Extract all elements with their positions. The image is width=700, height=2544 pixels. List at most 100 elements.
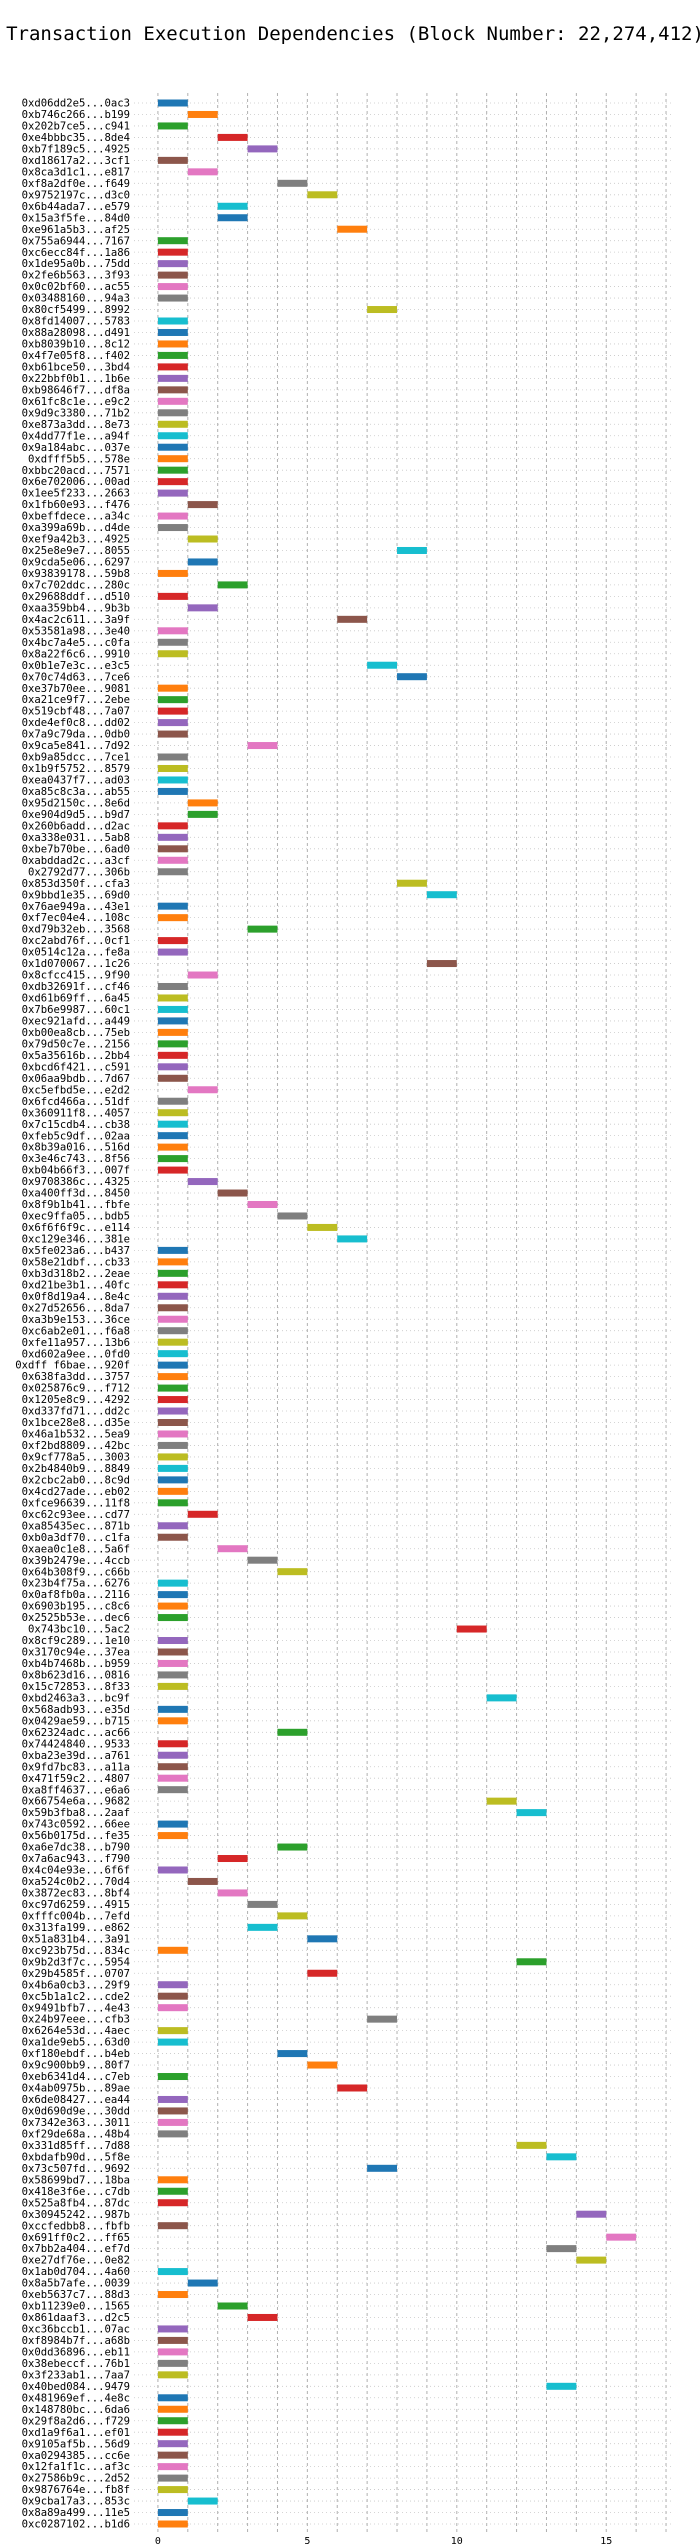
- transaction-bar: [247, 2313, 278, 2321]
- tx-hash-label: 0x12fa1f1c...af3c: [22, 2461, 130, 2473]
- transaction-bar: [187, 810, 218, 818]
- transaction-bar: [157, 2222, 188, 2230]
- tx-hash-label: 0x525a8fb4...87dc: [22, 2197, 130, 2209]
- transaction-bar: [157, 524, 188, 532]
- transaction-bar: [157, 2176, 188, 2184]
- tx-hash-label: 0xb00ea8cb...75eb: [22, 1027, 130, 1039]
- tx-hash-label: 0xc5efbd5e...e2d2: [22, 1084, 130, 1096]
- tx-hash-label: 0xa399a69b...d4de: [22, 522, 130, 534]
- tx-hash-label: 0x46a1b532...5ea9: [22, 1429, 130, 1441]
- tx-hash-label: 0x1fb60e93...f476: [22, 499, 130, 511]
- transaction-bar: [157, 1637, 188, 1645]
- tx-hash-label: 0xbdafb90d...5f8e: [22, 2151, 130, 2163]
- tx-hash-label: 0xd06dd2e5...0ac3: [22, 98, 130, 110]
- transaction-bar: [157, 2394, 188, 2402]
- transaction-bar: [157, 982, 188, 990]
- tx-hash-label: 0xc5b1a1c2...cde2: [22, 1991, 130, 2003]
- transaction-bar: [187, 799, 218, 807]
- x-axis-labels: 0 5 10 15: [155, 2536, 612, 2544]
- tx-hash-label: 0xeb5637c7...88d3: [22, 2289, 130, 2301]
- tx-hash-label: 0xba23e39d...a761: [22, 1750, 130, 1762]
- transaction-bar: [157, 1384, 188, 1392]
- transaction-bar: [157, 2118, 188, 2126]
- transaction-bar: [217, 214, 248, 222]
- tx-hash-label: 0x9752197c...d3c0: [22, 189, 130, 201]
- tx-hash-label: 0xf8984b7f...a68b: [22, 2335, 130, 2347]
- transaction-bar: [157, 650, 188, 658]
- tx-hash-label: 0x6e702006...00ad: [22, 476, 130, 488]
- tx-hash-label: 0x39b2479e...4ccb: [22, 1555, 130, 1567]
- transaction-bar: [307, 2061, 338, 2069]
- transaction-bar: [307, 191, 338, 199]
- transaction-bar: [187, 110, 218, 118]
- transaction-bar: [157, 122, 188, 130]
- transaction-bar: [157, 1671, 188, 1679]
- tx-hash-label: 0x15c72853...8f33: [22, 1681, 130, 1693]
- transaction-bar: [157, 833, 188, 841]
- tx-hash-label: 0x2b4840b9...8849: [22, 1463, 130, 1475]
- tx-hash-label: 0x5fe023a6...b437: [22, 1245, 130, 1257]
- transaction-bar: [157, 1074, 188, 1082]
- tx-hash-label: 0x691ff0c2...ff65: [22, 2232, 130, 2244]
- tx-hash-label: 0xa1de9eb5...63d0: [22, 2037, 130, 2049]
- transaction-bar: [157, 2130, 188, 2138]
- tx-hash-label: 0xfe11a957...13b6: [22, 1337, 130, 1349]
- tx-hash-label: 0xe961a5b3...af25: [22, 224, 130, 236]
- tx-hash-label: 0x4ac2c611...3a9f: [22, 614, 130, 626]
- tx-hash-label: 0x30945242...987b: [22, 2209, 130, 2221]
- tx-hash-label: 0xeb6341d4...c7eb: [22, 2071, 130, 2083]
- transaction-bar: [247, 1200, 278, 1208]
- tx-hash-label: 0x4ab0975b...89ae: [22, 2083, 130, 2095]
- tx-hash-label: 0xf7ec04e4...108c: [22, 912, 130, 924]
- tx-hash-label: 0x8fd14007...5783: [22, 316, 130, 328]
- tx-hash-label: 0x40bed084...9479: [22, 2381, 130, 2393]
- transaction-bar: [157, 1751, 188, 1759]
- tx-hash-label: 0x8cf9c289...1e10: [22, 1635, 130, 1647]
- transaction-bar: [157, 409, 188, 417]
- transaction-bar: [157, 1373, 188, 1381]
- tx-hash-label: 0x9bbd1e35...69d0: [22, 889, 130, 901]
- transaction-bar: [277, 2050, 308, 2058]
- transaction-bar: [157, 260, 188, 268]
- transaction-bar: [157, 1269, 188, 1277]
- transaction-bar: [157, 2520, 188, 2528]
- tx-hash-label: 0x7c702ddc...280c: [22, 580, 130, 592]
- transaction-bar: [157, 374, 188, 382]
- tx-hash-label: 0x8a5b7afe...0039: [22, 2278, 130, 2290]
- transaction-bar: [157, 822, 188, 830]
- transaction-bar: [157, 455, 188, 463]
- tx-hash-label: 0x743c0592...66ee: [22, 1819, 130, 1831]
- tx-hash-label: 0xa3b9e153...36ce: [22, 1314, 130, 1326]
- tx-hash-label: 0x15a3f5fe...84d0: [22, 212, 130, 224]
- transaction-bar: [187, 558, 218, 566]
- tx-hash-label: 0x4c04e93e...6f6f: [22, 1865, 130, 1877]
- transaction-bar: [157, 2336, 188, 2344]
- transaction-bar: [157, 1981, 188, 1989]
- transaction-bar: [157, 2004, 188, 2012]
- tx-hash-label: 0xb0a3df70...c1fa: [22, 1532, 130, 1544]
- transaction-bar: [157, 1992, 188, 2000]
- tx-hash-label: 0x260b6add...d2ac: [22, 820, 130, 832]
- transaction-bar: [337, 1235, 368, 1243]
- transaction-bar: [187, 1877, 218, 1885]
- transaction-bar: [157, 1051, 188, 1059]
- tx-hash-label: 0x6fcd466a...51df: [22, 1096, 130, 1108]
- tx-hash-label: 0xc97d6259...4915: [22, 1899, 130, 1911]
- transaction-bar: [307, 1935, 338, 1943]
- tx-hash-label: 0x80cf5499...8992: [22, 304, 130, 316]
- transaction-bar: [187, 2497, 218, 2505]
- transaction-bar: [426, 891, 457, 899]
- transaction-bar: [217, 1545, 248, 1553]
- tx-hash-label: 0x8ca3d1c1...e817: [22, 166, 130, 178]
- bars-layer: [157, 99, 637, 2528]
- tx-hash-label: 0xef9a42b3...4925: [22, 534, 130, 546]
- transaction-bar: [157, 1292, 188, 1300]
- transaction-bar: [277, 1568, 308, 1576]
- tx-hash-label: 0xaea0c1e8...5a6f: [22, 1543, 130, 1555]
- transaction-bar: [157, 937, 188, 945]
- transaction-bar: [157, 478, 188, 486]
- tx-hash-label: 0x22bbf0b1...1b6e: [22, 373, 130, 385]
- transaction-bar: [157, 1097, 188, 1105]
- tx-hash-label: 0x9876764e...fb8f: [22, 2484, 130, 2496]
